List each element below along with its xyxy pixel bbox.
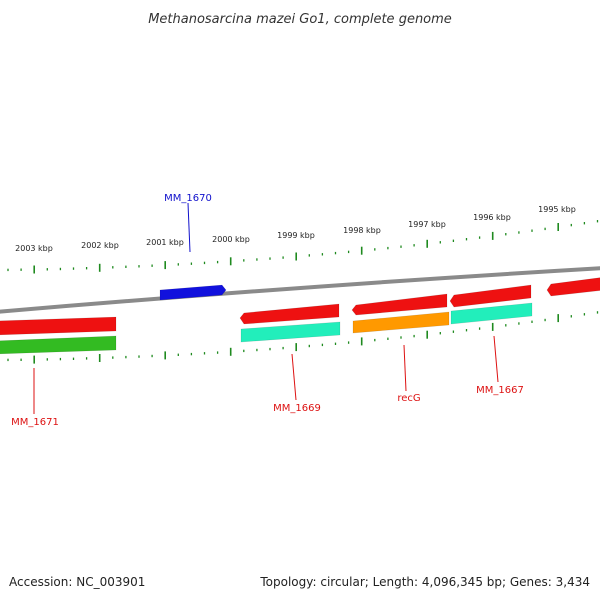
gene-red-mid-1[interactable] — [239, 303, 340, 325]
accession-text: Accession: NC_003901 — [9, 575, 145, 589]
leader-mm1670 — [187, 202, 191, 253]
tick-track-inner — [7, 311, 599, 364]
gene-red-mid-3[interactable] — [449, 284, 532, 308]
leader-mm1669 — [291, 353, 297, 401]
tick-track-outer — [7, 220, 599, 274]
gene-recg[interactable] — [352, 311, 450, 334]
leader-recg — [403, 344, 407, 392]
tick-label-2003: 2003 kbp — [15, 244, 53, 253]
tick-label-1995: 1995 kbp — [538, 205, 576, 214]
tick-label-2002: 2002 kbp — [81, 241, 119, 250]
tick-label-1997: 1997 kbp — [408, 220, 446, 229]
gene-mm1670[interactable] — [159, 284, 227, 301]
leader-mm1667 — [493, 335, 499, 383]
label-mm1670[interactable]: MM_1670 — [164, 193, 212, 204]
tick-label-2000: 2000 kbp — [212, 235, 250, 244]
gene-red-right[interactable] — [546, 277, 600, 297]
label-mm1667[interactable]: MM_1667 — [476, 385, 524, 396]
gene-mm1671[interactable] — [0, 316, 117, 336]
gene-green-left[interactable] — [0, 335, 117, 355]
genome-summary-text: Topology: circular; Length: 4,096,345 bp… — [259, 575, 590, 589]
tick-label-2001: 2001 kbp — [146, 238, 184, 247]
genome-backbone — [0, 266, 600, 314]
label-leaders — [33, 202, 499, 414]
label-mm1671[interactable]: MM_1671 — [11, 417, 59, 428]
map-title: Methanosarcina mazei Go1, complete genom… — [148, 12, 452, 27]
tick-label-1998: 1998 kbp — [343, 226, 381, 235]
gene-mm1667[interactable] — [450, 302, 533, 325]
gene-features — [0, 277, 600, 355]
gene-labels: MM_1670 MM_1671 MM_1669 recG MM_1667 — [11, 193, 524, 428]
tick-label-1996: 1996 kbp — [473, 213, 511, 222]
gene-mm1669[interactable] — [240, 321, 341, 343]
tick-labels: 2003 kbp 2002 kbp 2001 kbp 2000 kbp 1999… — [15, 205, 576, 253]
gene-red-mid-2[interactable] — [351, 293, 448, 316]
label-mm1669[interactable]: MM_1669 — [273, 403, 321, 414]
tick-label-1999: 1999 kbp — [277, 231, 315, 240]
label-recg[interactable]: recG — [397, 393, 420, 404]
